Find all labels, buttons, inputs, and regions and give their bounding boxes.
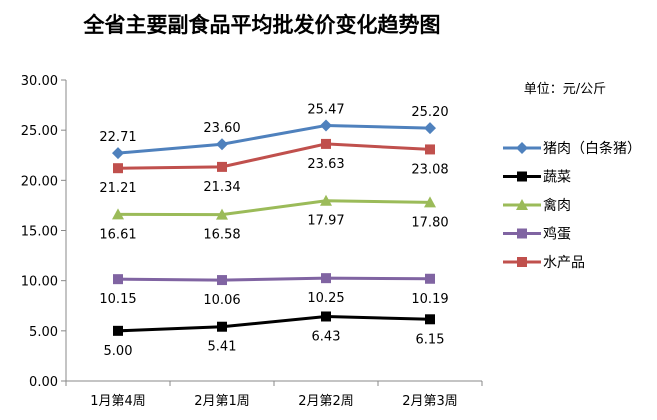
- data-label: 6.43: [312, 329, 341, 344]
- data-point: [321, 273, 331, 284]
- data-point: [216, 208, 228, 220]
- data-label: 10.25: [307, 291, 344, 306]
- data-label: 16.61: [99, 227, 136, 242]
- series-line: [117, 314, 431, 333]
- data-label: 21.34: [203, 180, 240, 195]
- data-point: [321, 138, 331, 149]
- data-label: 6.15: [416, 332, 445, 347]
- series-4: 21.21 21.34 23.63 23.08: [99, 138, 449, 196]
- legend-item: 鸡蛋: [503, 226, 571, 243]
- data-label: 21.21: [99, 181, 136, 196]
- data-point: [112, 147, 124, 160]
- data-point: [425, 314, 435, 325]
- legend-label: 水产品: [543, 255, 585, 271]
- legend-item: 禽肉: [503, 197, 571, 214]
- x-tick-label: 2月第3周: [402, 394, 458, 409]
- y-tick-label: 15.00: [21, 225, 58, 240]
- data-label: 23.63: [307, 157, 344, 172]
- data-point: [112, 208, 124, 220]
- series-3: 10.15 10.06 10.25 10.19: [99, 273, 449, 308]
- y-tick-label: 10.00: [21, 275, 58, 290]
- legend-label: 禽肉: [543, 197, 571, 214]
- y-tick-label: 25.00: [21, 124, 58, 139]
- data-point: [425, 144, 435, 155]
- legend-marker: [516, 199, 528, 210]
- data-label: 17.97: [307, 214, 344, 229]
- legend-label: 蔬菜: [543, 170, 571, 186]
- y-tick-label: 20.00: [21, 174, 58, 189]
- legend-marker: [517, 257, 527, 267]
- data-point: [216, 138, 228, 151]
- data-label: 22.71: [99, 130, 136, 145]
- data-label: 10.15: [99, 292, 136, 307]
- chart-title: 全省主要副食品平均批发价变化趋势图: [83, 13, 441, 37]
- series-line: [117, 276, 431, 282]
- series-line: [117, 123, 431, 155]
- legend-item: 蔬菜: [503, 170, 571, 186]
- legend-marker: [517, 171, 527, 182]
- data-label: 17.80: [411, 215, 448, 230]
- data-label: 23.08: [411, 162, 448, 177]
- data-point: [217, 321, 227, 332]
- data-point: [217, 275, 227, 286]
- data-label: 16.58: [203, 228, 240, 243]
- y-tick-label: 5.00: [29, 325, 58, 340]
- data-point: [321, 311, 331, 322]
- x-tick-label: 1月第4周: [90, 394, 146, 409]
- data-label: 25.47: [307, 102, 344, 117]
- series-2: 16.61 16.58 17.97 17.80: [99, 194, 449, 243]
- data-point: [217, 161, 227, 172]
- data-point: [113, 163, 123, 174]
- y-tick-label: 0.00: [29, 375, 58, 390]
- data-label: 5.00: [104, 344, 133, 359]
- data-point: [320, 119, 332, 132]
- data-label: 5.41: [208, 340, 237, 355]
- legend-marker: [517, 228, 527, 239]
- series-line: [117, 142, 431, 170]
- data-point: [424, 122, 436, 135]
- x-tick-label: 2月第1周: [194, 394, 250, 409]
- legend-label: 猪肉（白条猪）: [543, 140, 641, 157]
- legend-item: 猪肉（白条猪）: [503, 140, 641, 157]
- x-tick-label: 2月第2周: [298, 394, 354, 409]
- y-tick-label: 30.00: [21, 74, 58, 89]
- legend-item: 水产品: [503, 255, 585, 271]
- series-0: 22.71 23.60 25.47 25.20: [99, 102, 449, 160]
- data-label: 10.06: [203, 293, 240, 308]
- data-label: 25.20: [411, 105, 448, 120]
- series-line: [117, 199, 431, 217]
- unit-label: 单位：元/公斤: [524, 82, 606, 97]
- legend-label: 鸡蛋: [543, 226, 571, 243]
- data-label: 23.60: [203, 121, 240, 136]
- data-point: [424, 196, 436, 208]
- data-point: [113, 325, 123, 336]
- data-point: [320, 194, 332, 206]
- data-point: [113, 274, 123, 285]
- data-point: [425, 273, 435, 284]
- legend-marker: [516, 142, 528, 154]
- data-label: 10.19: [411, 292, 448, 307]
- series-1: 5.00 5.41 6.43 6.15: [104, 311, 445, 359]
